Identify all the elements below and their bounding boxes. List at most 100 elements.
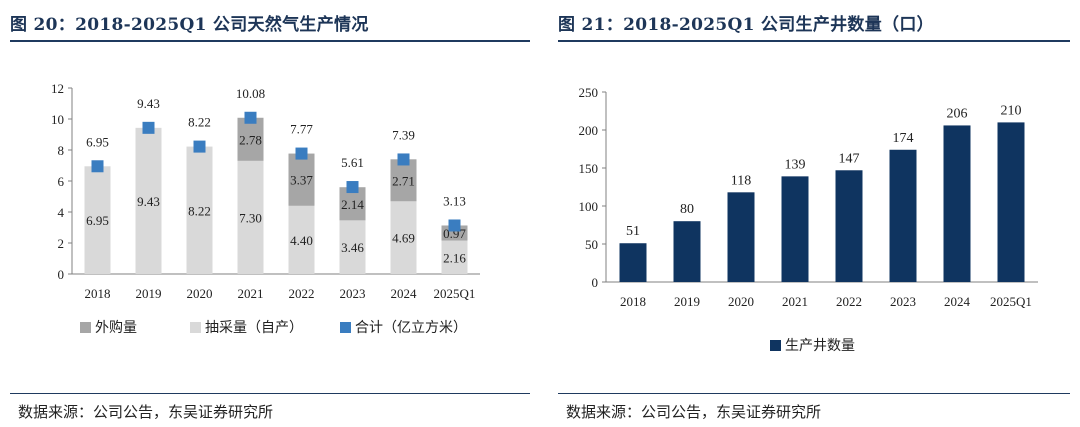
wells-panel: 图 21：2018-2025Q1 公司生产井数量（口） 0 50 100 150 200…	[558, 0, 1070, 427]
total-marker	[448, 219, 461, 232]
x-tick-label: 2020	[187, 286, 213, 301]
y-tick-label: 8	[58, 143, 65, 158]
gas-source-note: 数据来源：公司公告，东吴证券研究所	[18, 403, 274, 421]
total-marker	[295, 147, 308, 160]
own-production-label: 3.46	[341, 240, 364, 255]
purchased-bar	[390, 159, 417, 202]
legend-label: 合计（亿立方米）	[355, 320, 467, 336]
wells-bar	[835, 170, 863, 282]
total-marker	[193, 140, 206, 153]
y-tick-label: 200	[579, 123, 599, 138]
wells-bar	[889, 149, 917, 282]
x-tick-label: 2019	[136, 286, 162, 301]
total-label: 7.77	[290, 122, 313, 137]
gas-production-panel: 图 20：2018-2025Q1 公司天然气生产情况 0 2 4 6 8 10 12 2018…	[10, 0, 530, 427]
own-production-bar	[441, 240, 468, 274]
own-production-label: 7.30	[239, 210, 262, 225]
wells-bar	[997, 122, 1025, 283]
wells-value-label: 147	[839, 151, 860, 166]
own-production-bar	[237, 160, 264, 274]
gas-chart-title: 图 20：2018-2025Q1 公司天然气生产情况	[10, 15, 369, 35]
legend-swatch	[770, 340, 781, 351]
y-tick-label: 4	[58, 205, 65, 220]
legend-swatch	[80, 322, 91, 333]
legend-label: 外购量	[95, 320, 137, 336]
x-tick-label: 2021	[782, 294, 808, 309]
total-marker	[91, 160, 104, 173]
wells-chart-title: 图 21：2018-2025Q1 公司生产井数量（口）	[558, 15, 934, 35]
wells-value-label: 118	[731, 173, 751, 188]
total-label: 8.22	[188, 115, 211, 130]
wells-title-rule	[558, 40, 1070, 42]
wells-bar	[727, 192, 755, 282]
x-tick-label: 2020	[728, 294, 754, 309]
purchased-label: 3.37	[290, 173, 313, 188]
x-tick-label: 2023	[340, 286, 366, 301]
wells-bar	[673, 221, 701, 282]
y-tick-label: 6	[58, 174, 65, 189]
wells-source-rule	[558, 393, 1070, 394]
y-tick-label: 2	[58, 236, 65, 251]
x-tick-label: 2024	[391, 286, 418, 301]
own-production-bar	[339, 220, 366, 274]
x-tick-label: 2018	[620, 294, 646, 309]
purchased-bar	[288, 153, 315, 206]
y-tick-label: 250	[579, 85, 599, 100]
y-tick-label: 50	[585, 237, 598, 252]
legend-label: 生产井数量	[785, 338, 855, 354]
purchased-bar	[441, 225, 468, 241]
purchased-label: 2.71	[392, 173, 415, 188]
gas-source-rule	[10, 393, 530, 394]
total-marker	[142, 121, 155, 134]
y-tick-label: 100	[579, 199, 599, 214]
wells-value-label: 174	[893, 131, 914, 146]
total-label: 10.08	[236, 86, 265, 101]
wells-value-label: 80	[680, 202, 694, 217]
wells-bar	[943, 125, 971, 282]
x-tick-label: 2019	[674, 294, 700, 309]
x-tick-label: 2022	[836, 294, 862, 309]
legend-swatch	[340, 322, 351, 333]
own-production-bar	[135, 127, 162, 275]
own-production-label: 8.22	[188, 203, 211, 218]
x-tick-label: 2022	[289, 286, 315, 301]
y-tick-label: 10	[51, 112, 64, 127]
own-production-label: 9.43	[137, 194, 160, 209]
gas-title-rule	[10, 40, 530, 42]
total-label: 7.39	[392, 127, 415, 142]
x-tick-label: 2021	[238, 286, 264, 301]
total-marker	[346, 181, 359, 194]
own-production-label: 2.16	[443, 250, 466, 265]
wells-bar	[619, 243, 647, 282]
wells-value-label: 206	[947, 106, 968, 121]
own-production-bar	[186, 146, 213, 274]
wells-bar	[781, 176, 809, 282]
y-tick-label: 0	[58, 267, 65, 282]
x-tick-label: 2025Q1	[990, 294, 1032, 309]
wells-source-note: 数据来源：公司公告，东吴证券研究所	[566, 403, 822, 421]
own-production-bar	[390, 201, 417, 274]
wells-count-chart: 0 50 100 150 200 250 51 2018 80 2019 118 2020 139 202…	[579, 85, 1038, 354]
wells-value-label: 210	[1001, 103, 1022, 118]
gas-production-chart: 0 2 4 6 8 10 12 2018 6.95 6.95 2019 9.43 9.43 2020 8.2…	[51, 81, 480, 336]
wells-value-label: 139	[785, 157, 806, 172]
total-label: 9.43	[137, 96, 160, 111]
own-production-bar	[288, 205, 315, 274]
x-tick-label: 2024	[944, 294, 971, 309]
legend-swatch	[190, 322, 201, 333]
total-label: 5.61	[341, 155, 364, 170]
total-marker	[244, 111, 257, 124]
total-marker	[397, 153, 410, 166]
wells-value-label: 51	[626, 224, 640, 239]
own-production-bar	[84, 166, 111, 274]
purchased-label: 2.78	[239, 132, 262, 147]
x-tick-label: 2023	[890, 294, 916, 309]
own-production-label: 4.40	[290, 233, 313, 248]
purchased-bar	[237, 117, 264, 161]
y-tick-label: 150	[579, 161, 599, 176]
legend-label: 抽采量（自产）	[205, 320, 303, 336]
total-label: 3.13	[443, 193, 466, 208]
purchased-label: 2.14	[341, 197, 364, 212]
x-tick-label: 2025Q1	[434, 286, 476, 301]
x-tick-label: 2018	[85, 286, 111, 301]
